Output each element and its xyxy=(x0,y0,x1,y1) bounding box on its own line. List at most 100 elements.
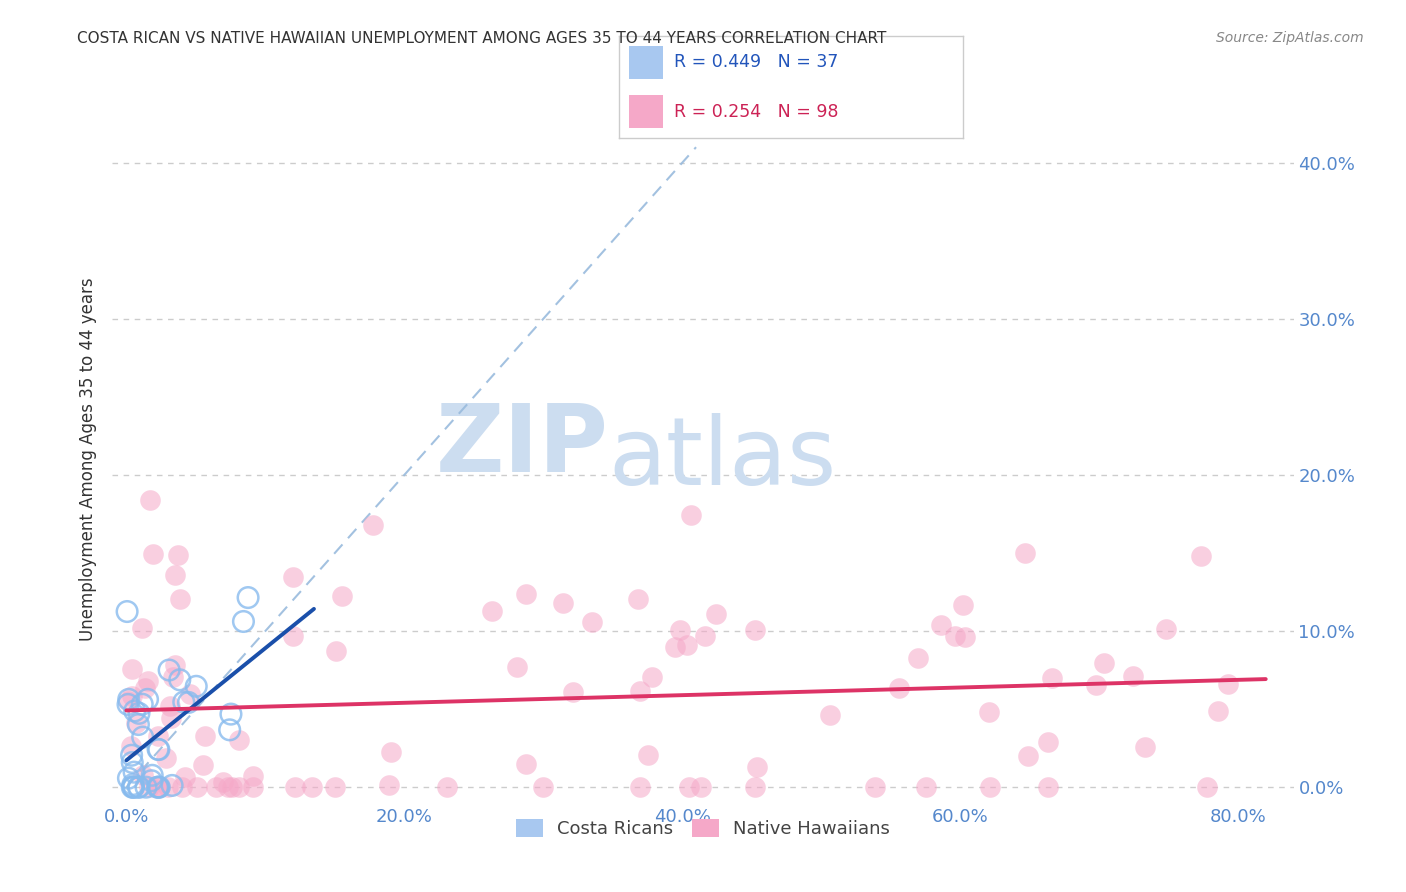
Point xyxy=(693,629,716,643)
Point xyxy=(218,723,240,737)
Point xyxy=(148,780,170,795)
Point xyxy=(117,694,139,708)
Point xyxy=(704,607,727,622)
Point xyxy=(1133,740,1156,755)
Point xyxy=(236,591,259,605)
Point xyxy=(219,707,242,722)
Point xyxy=(125,716,148,731)
Point xyxy=(122,780,145,795)
Point xyxy=(157,780,180,795)
Point xyxy=(179,687,201,701)
Point xyxy=(142,547,165,561)
Point xyxy=(117,771,139,785)
Point xyxy=(1154,623,1177,637)
Point xyxy=(323,780,346,795)
Point xyxy=(242,780,264,795)
Point xyxy=(228,732,250,747)
Y-axis label: Unemployment Among Ages 35 to 44 years: Unemployment Among Ages 35 to 44 years xyxy=(79,277,97,641)
Point xyxy=(678,780,700,795)
Point xyxy=(745,759,768,773)
Point xyxy=(553,596,575,610)
Text: atlas: atlas xyxy=(609,413,837,506)
Point xyxy=(148,780,170,795)
Point xyxy=(149,780,172,795)
Point xyxy=(863,780,886,795)
Point xyxy=(676,638,699,652)
Point xyxy=(177,695,200,709)
Point xyxy=(127,717,149,731)
Point xyxy=(1040,671,1063,685)
Point xyxy=(1017,749,1039,764)
Point xyxy=(122,765,145,780)
Point xyxy=(131,730,153,744)
Point xyxy=(669,623,692,637)
Point xyxy=(361,517,384,532)
Point xyxy=(325,643,347,657)
Point xyxy=(160,779,183,793)
Point xyxy=(127,780,149,795)
Point xyxy=(744,780,766,795)
Point xyxy=(173,695,195,709)
Point xyxy=(1036,735,1059,749)
Point xyxy=(664,640,686,655)
Point xyxy=(915,780,938,795)
Point xyxy=(1122,669,1144,683)
Point xyxy=(232,615,254,629)
Point xyxy=(1195,780,1218,795)
Point xyxy=(132,768,155,782)
Bar xyxy=(628,45,664,78)
Point xyxy=(131,621,153,635)
Point xyxy=(242,769,264,783)
Point xyxy=(148,742,170,756)
Point xyxy=(141,773,163,788)
Point xyxy=(139,492,162,507)
Point xyxy=(117,698,139,712)
Point xyxy=(136,692,159,706)
Point xyxy=(515,587,537,601)
Point xyxy=(515,756,537,771)
Point xyxy=(186,780,208,795)
Point xyxy=(159,698,181,713)
Point xyxy=(744,623,766,637)
Point xyxy=(690,780,713,795)
Point xyxy=(148,780,170,795)
Point xyxy=(193,758,215,772)
Point xyxy=(146,729,169,743)
Point xyxy=(169,673,191,687)
Text: COSTA RICAN VS NATIVE HAWAIIAN UNEMPLOYMENT AMONG AGES 35 TO 44 YEARS CORRELATIO: COSTA RICAN VS NATIVE HAWAIIAN UNEMPLOYM… xyxy=(77,31,887,46)
Point xyxy=(228,780,250,795)
Point xyxy=(167,548,190,562)
Point xyxy=(681,508,703,523)
Point xyxy=(121,663,143,677)
Point xyxy=(128,706,150,721)
Point xyxy=(378,778,401,792)
Text: Source: ZipAtlas.com: Source: ZipAtlas.com xyxy=(1216,31,1364,45)
Text: ZIP: ZIP xyxy=(436,400,609,491)
Point xyxy=(283,629,305,643)
Point xyxy=(146,742,169,756)
Point xyxy=(1038,780,1060,795)
Point xyxy=(641,670,664,684)
Point xyxy=(162,670,184,684)
Point xyxy=(124,704,146,718)
Point xyxy=(628,684,651,698)
Point xyxy=(562,685,585,699)
Point xyxy=(169,592,191,607)
Legend: Costa Ricans, Native Hawaiians: Costa Ricans, Native Hawaiians xyxy=(509,812,897,846)
Point xyxy=(170,780,193,795)
Point xyxy=(907,651,929,665)
Point xyxy=(128,780,150,795)
Point xyxy=(121,690,143,704)
Point xyxy=(115,605,138,619)
Point xyxy=(221,780,243,795)
Point xyxy=(155,751,177,765)
Point xyxy=(284,780,307,795)
Point xyxy=(211,774,233,789)
Point xyxy=(330,589,353,603)
Point xyxy=(136,673,159,688)
Point xyxy=(1014,546,1036,560)
Point xyxy=(1218,677,1240,691)
Point xyxy=(977,705,1000,719)
Point xyxy=(122,778,145,792)
Point xyxy=(436,780,458,795)
